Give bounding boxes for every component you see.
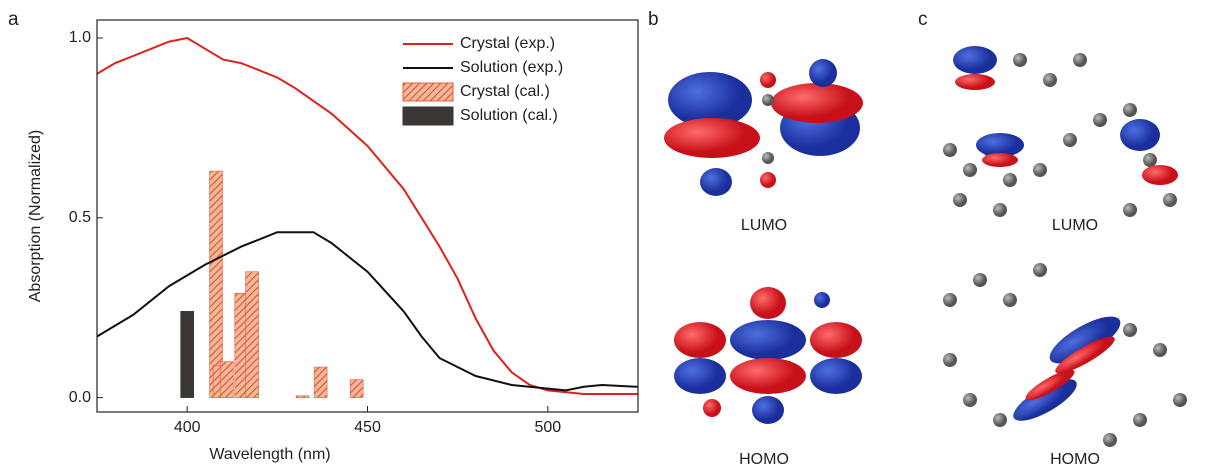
line bbox=[97, 232, 638, 390]
bar bbox=[296, 396, 309, 398]
orbital-label: HOMO bbox=[1050, 451, 1100, 468]
orbital-homo-b bbox=[674, 287, 862, 424]
orbital-label: HOMO bbox=[739, 451, 789, 468]
legend-label: Crystal (exp.) bbox=[460, 35, 555, 52]
orbital-lumo-b bbox=[664, 59, 863, 196]
bar bbox=[314, 367, 327, 398]
panel-label: c bbox=[918, 9, 928, 30]
legend-label: Solution (cal.) bbox=[460, 107, 558, 124]
legend-swatch bbox=[403, 83, 453, 101]
page: {"chart_data": {"type": "line", "xlabel"… bbox=[0, 0, 1212, 469]
orbital-label: LUMO bbox=[741, 217, 787, 234]
y-axis-label: Absorption (Normalized) bbox=[27, 130, 44, 303]
y-tick-label: 1.0 bbox=[69, 29, 91, 46]
bar bbox=[220, 362, 233, 398]
x-tick-label: 400 bbox=[174, 419, 201, 436]
panel-label: a bbox=[8, 9, 19, 30]
bar bbox=[181, 311, 194, 397]
legend-label: Solution (exp.) bbox=[460, 59, 563, 76]
legend-label: Crystal (cal.) bbox=[460, 83, 550, 100]
x-axis-label: Wavelength (nm) bbox=[209, 446, 330, 463]
line bbox=[97, 38, 638, 394]
figure: a b c LUMO HOMO LUMO bbox=[0, 0, 1212, 469]
bar bbox=[246, 272, 259, 398]
y-tick-label: 0.0 bbox=[69, 389, 91, 406]
legend-swatch bbox=[403, 107, 453, 125]
packing-homo-c bbox=[943, 263, 1187, 447]
plot-frame bbox=[97, 20, 638, 412]
x-tick-label: 450 bbox=[354, 419, 381, 436]
y-tick-label: 0.5 bbox=[69, 209, 91, 226]
packing-lumo-c bbox=[943, 46, 1178, 217]
bar bbox=[350, 380, 363, 398]
orbital-label: LUMO bbox=[1052, 217, 1098, 234]
x-tick-label: 500 bbox=[534, 419, 561, 436]
panel-label: b bbox=[648, 9, 659, 30]
